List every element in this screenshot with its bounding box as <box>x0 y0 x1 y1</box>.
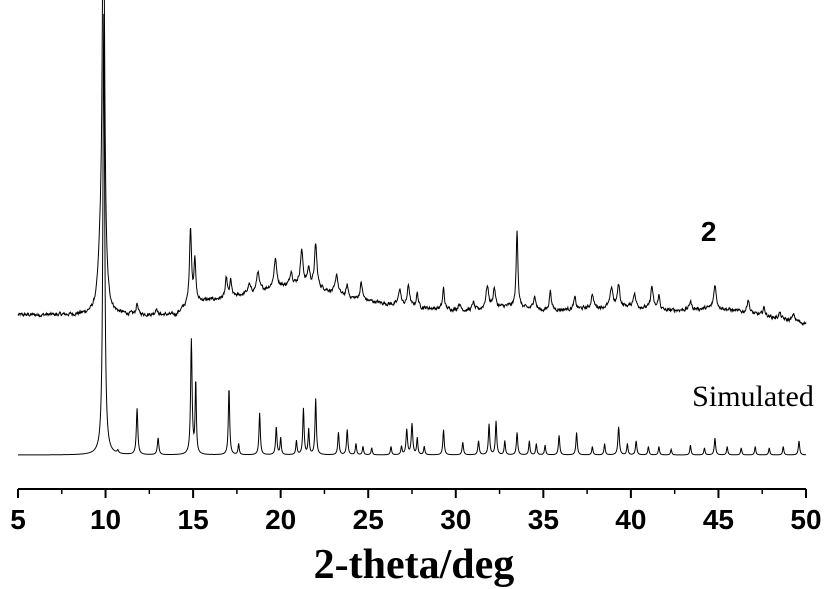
x-axis-title: 2-theta/deg <box>314 542 515 588</box>
series-experimental <box>17 0 807 327</box>
series-layer <box>17 0 807 456</box>
x-tick-label: 5 <box>10 504 26 535</box>
label-simulated: Simulated <box>692 380 814 413</box>
x-tick-label: 50 <box>790 504 821 535</box>
x-tick-label: 10 <box>90 504 121 535</box>
x-tick-label: 15 <box>178 504 209 535</box>
x-tick-label: 45 <box>703 504 734 535</box>
x-tick-label: 35 <box>528 504 559 535</box>
series-simulated <box>18 13 807 456</box>
x-tick-label: 25 <box>353 504 384 535</box>
x-tick-label: 20 <box>265 504 296 535</box>
label-2: 2 <box>701 216 717 247</box>
x-tick-label: 30 <box>440 504 471 535</box>
x-axis: 5 10 15 20 25 30 35 40 45 50 <box>10 488 822 535</box>
annotation-layer: 2 Simulated <box>692 216 814 413</box>
x-tick-label: 40 <box>615 504 646 535</box>
